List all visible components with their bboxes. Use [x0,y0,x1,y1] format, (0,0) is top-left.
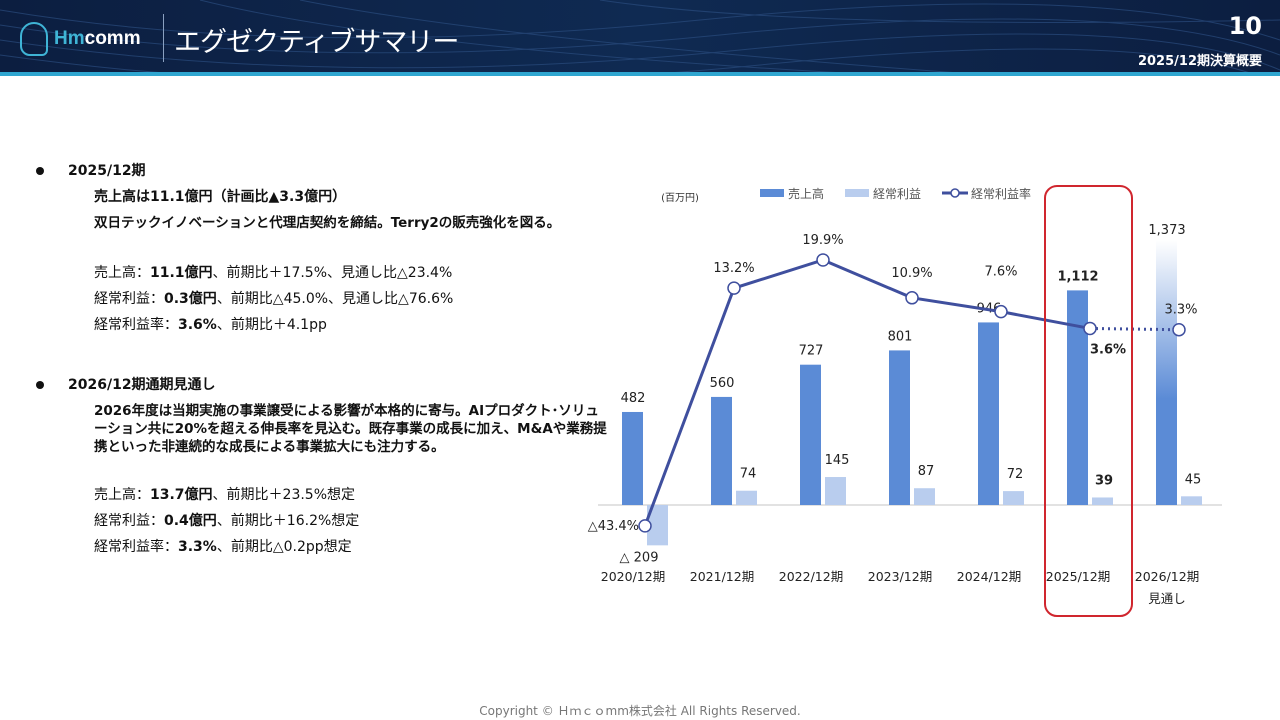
category-label: 2025/12期 [1046,569,1110,584]
metric-line: 経常利益：0.3億円、前期比△45.0%、見通し比△76.6% [94,291,454,307]
forecast-paragraph: 2026年度は当期実施の事業譲受による影響が本格的に寄与。AIプロダクト･ソリュ… [94,403,607,455]
metric-line: 売上高：13.7億円、前期比＋23.5%想定 [94,487,356,503]
metric-line: 経常利益：0.4億円、前期比＋16.2%想定 [94,513,360,529]
sales-label: 1,112 [1057,269,1098,284]
section-heading: 2026/12期通期見通し [68,377,216,393]
sales-bar [1156,240,1177,506]
profit-bar [825,477,846,505]
bullet-icon [36,381,44,389]
sales-label: 727 [799,344,824,359]
rate-label: 13.2% [713,261,754,276]
rate-line [643,258,1091,527]
rate-marker [1172,322,1186,337]
sales-bar [889,350,910,505]
logo-head-icon [20,22,48,56]
profit-bar [1181,496,1202,505]
hmcomm-logo: Hmcomm [20,22,141,56]
rate-marker [727,281,741,295]
metric-line: 経常利益率：3.6%、前期比＋4.1pp [94,317,327,333]
bullet-icon [36,167,44,175]
category-sublabel: 見通し [1148,591,1186,606]
profit-bar [914,488,935,505]
rate-label: △43.4% [588,519,639,534]
rate-label: 3.3% [1164,303,1197,318]
profit-label: 145 [825,453,850,468]
sales-label: 482 [621,391,646,406]
page-subtitle: 2025/12期決算概要 [1137,54,1262,69]
legend-swatch-profit [845,189,869,197]
sales-label: 1,373 [1148,223,1185,238]
profit-bar [647,505,668,546]
rate-label: 7.6% [984,265,1017,280]
category-label: 2024/12期 [957,569,1021,584]
legend-marker-rate [950,188,960,198]
rate-label: 19.9% [802,233,843,248]
category-label: 2021/12期 [690,569,754,584]
profit-bar [1003,491,1024,505]
sales-label: 801 [888,329,913,344]
legend-swatch-sales [760,189,784,197]
header-divider [163,14,164,62]
rate-marker [816,253,830,267]
section-heading: 2025/12期 [68,163,146,179]
sales-bar [1067,290,1088,505]
sales-bar [800,364,821,505]
profit-bar [1092,497,1113,505]
profit-label: 72 [1007,467,1024,482]
metric-line: 売上高：11.1億円、前期比＋17.5%、見通し比△23.4% [94,265,453,281]
section-2025: 2025/12期 売上高は11.1億円（計画比▲3.3億円） 双日テックイノベー… [36,158,560,338]
unit-label: (百万円) [661,192,699,204]
legend-label-profit: 経常利益 [873,187,921,201]
sales-bar [978,322,999,505]
highlight-box-2025 [1044,185,1133,617]
category-label: 2020/12期 [601,569,665,584]
rate-label: 10.9% [891,266,932,281]
summary-line: 売上高は11.1億円（計画比▲3.3億円） [94,189,347,205]
legend-label-sales: 売上高 [788,186,824,201]
copyright: Copyright © Ｈｍｃｏmm株式会社 All Rights Reserv… [479,704,801,718]
metric-line: 経常利益率：3.3%、前期比△0.2pp想定 [94,539,352,555]
sales-bar [711,396,732,505]
header-banner: Hmcomm エグゼクティブサマリー 10 2025/12期決算概要 [0,0,1280,76]
profit-label: △ 209 [620,550,659,565]
legend-label-rate: 経常利益率 [971,186,1031,201]
rate-marker [638,519,652,533]
rate-marker [1083,321,1097,336]
rate-marker [905,291,919,305]
rate-marker [994,304,1008,319]
category-label: 2022/12期 [779,569,843,584]
sales-label: 560 [710,376,735,391]
profit-label: 39 [1095,473,1113,488]
section-2026: 2026/12期通期見通し 2026年度は当期実施の事業譲受による影響が本格的に… [36,372,608,560]
rate-label: 3.6% [1090,342,1126,357]
header-underline [0,72,1280,76]
sales-bar [622,411,643,505]
wave-decoration [0,0,1280,76]
category-label: 2026/12期 [1135,569,1199,584]
summary-line: 双日テックイノベーションと代理店契約を締結。Terry2の販売強化を図る。 [94,215,561,231]
page-title: エグゼクティブサマリー [174,27,459,58]
category-label: 2023/12期 [868,569,932,584]
page-number: 10 [1228,12,1262,40]
profit-label: 74 [740,467,757,482]
profit-label: 45 [1185,472,1202,487]
profit-label: 87 [918,464,935,479]
profit-bar [736,490,757,505]
